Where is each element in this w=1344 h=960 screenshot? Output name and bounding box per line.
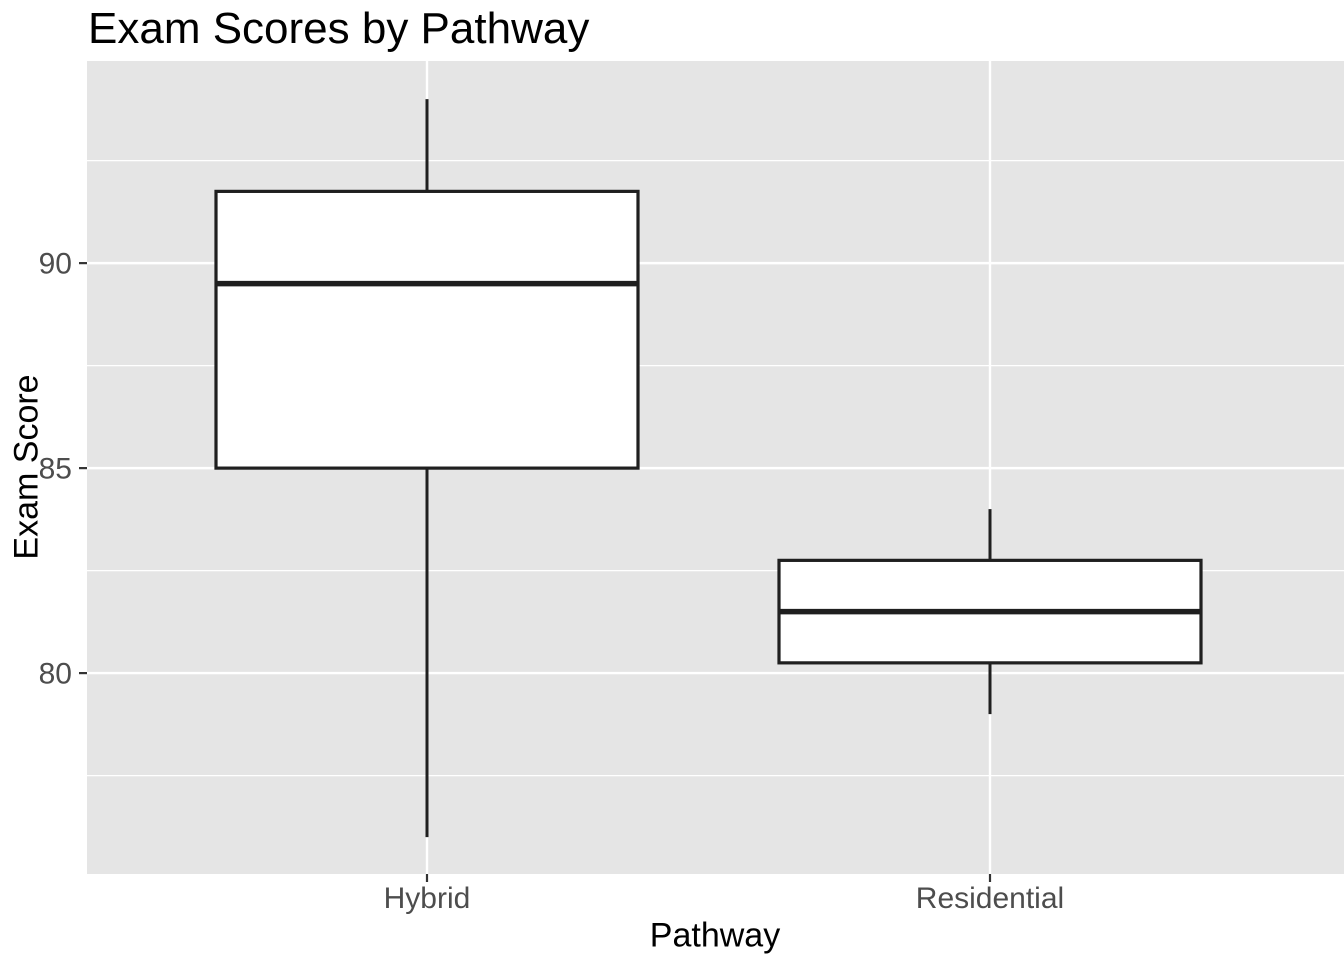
- x-axis-title: Pathway: [649, 916, 781, 955]
- x-tick-label: Residential: [916, 882, 1064, 915]
- y-tick-label: 90: [39, 248, 72, 281]
- y-tick-label: 85: [39, 453, 72, 486]
- chart-title: Exam Scores by Pathway: [88, 4, 590, 53]
- x-tick-label: Hybrid: [384, 882, 471, 915]
- y-tick-label: 80: [39, 658, 72, 691]
- iqr-box: [214, 189, 640, 470]
